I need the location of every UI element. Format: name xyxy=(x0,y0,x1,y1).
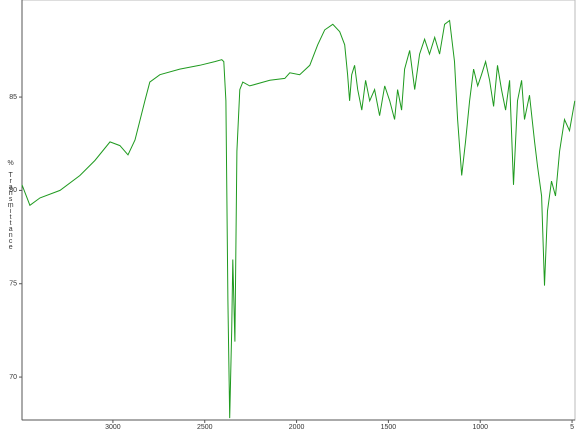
x-tick-label: 2000 xyxy=(289,424,305,431)
y-tick-label: 75 xyxy=(9,281,17,288)
x-tick-label: 1500 xyxy=(381,424,397,431)
y-axis-label: % Transmittance xyxy=(7,160,14,250)
plot-frame xyxy=(21,0,576,421)
x-tick-label: 1000 xyxy=(472,424,488,431)
y-tick-label: 70 xyxy=(9,374,17,381)
x-tick-label: 2500 xyxy=(197,424,213,431)
y-tick-label: 80 xyxy=(9,187,17,194)
x-tick-label: 3000 xyxy=(105,424,121,431)
x-tick-label: 5 xyxy=(570,424,574,431)
y-tick-label: 85 xyxy=(9,94,17,101)
spectrum-line xyxy=(21,19,576,419)
